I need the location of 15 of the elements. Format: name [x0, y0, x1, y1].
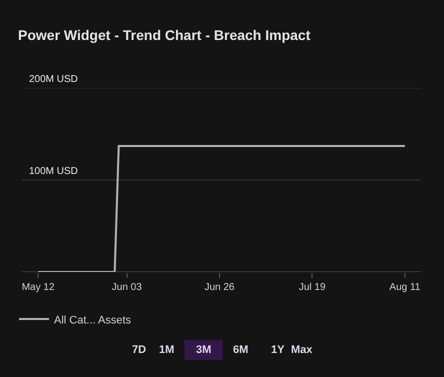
text: 6M	[233, 344, 248, 356]
text: 1Y	[271, 344, 286, 356]
y-tick-label: 100M USD	[29, 166, 78, 177]
chart-title: Power Widget - Trend Chart - Breach Impact	[18, 26, 311, 43]
x-tick-label: Aug 11	[389, 282, 421, 293]
legend-label: All Cat... Assets	[54, 314, 132, 326]
y-tick-label: 200M USD	[29, 74, 78, 85]
text: Max	[291, 344, 314, 356]
text: 1M	[159, 344, 174, 356]
x-tick-label: Jul 19	[298, 282, 326, 293]
x-tick-label: Jun 03	[112, 282, 142, 293]
text: 7D	[132, 344, 146, 356]
text: 3M	[196, 344, 212, 356]
x-tick-label: Jun 26	[204, 282, 235, 293]
x-tick-label: May 12	[22, 282, 55, 293]
